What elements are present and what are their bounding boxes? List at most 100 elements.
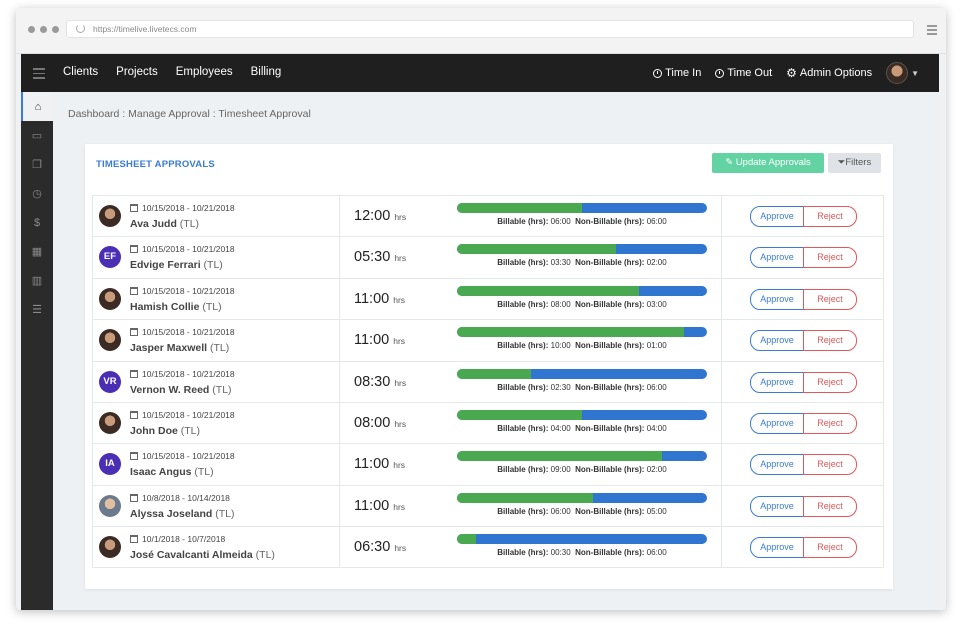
billable-value: 06:00	[550, 506, 571, 516]
employee-name: Isaac Angus (TL)	[130, 466, 214, 478]
team-lead-tag: (TL)	[194, 466, 214, 479]
time-in-button[interactable]: Time In	[653, 67, 701, 79]
team-lead-tag: (TL)	[180, 424, 201, 437]
billable-fill	[457, 451, 662, 462]
time-out-label: Time Out	[727, 67, 773, 79]
billable-label: Billable (hrs):	[497, 341, 549, 351]
team-lead-tag: (TL)	[203, 259, 223, 272]
reject-button[interactable]: Reject	[803, 454, 857, 476]
approve-button[interactable]: Approve	[750, 247, 804, 269]
reject-button[interactable]: Reject	[803, 288, 857, 310]
nav-link-projects[interactable]: Projects	[116, 66, 158, 78]
filters-button[interactable]: ⏷Filters	[828, 153, 881, 173]
total-hours: 08:00 hrs	[354, 415, 406, 431]
bar-chart-icon[interactable]: ▥	[31, 275, 43, 287]
home-icon[interactable]: ⌂	[21, 92, 53, 121]
avatar: EF	[99, 246, 121, 269]
address-bar[interactable]: https://timelive.livetecs.com	[66, 20, 914, 38]
avatar	[99, 494, 121, 517]
hours-breakdown: Billable (hrs): 04:00 Non-Billable (hrs)…	[457, 424, 707, 433]
window-controls[interactable]	[28, 26, 59, 33]
reload-icon[interactable]	[76, 24, 85, 33]
date-range-text: 10/15/2018 - 10/21/2018	[142, 368, 235, 379]
divider	[721, 361, 722, 402]
total-hours-value: 11:00	[354, 290, 390, 307]
clock-icon	[715, 68, 725, 78]
hours-unit: hrs	[393, 336, 406, 347]
billable-fill	[457, 244, 616, 255]
user-menu[interactable]: ▼	[886, 62, 919, 84]
approve-button[interactable]: Approve	[750, 412, 804, 434]
avatar	[886, 62, 909, 84]
approve-button[interactable]: Approve	[750, 371, 804, 393]
browser-menu-icon[interactable]	[927, 25, 937, 37]
billable-fill	[457, 534, 477, 545]
billable-label: Billable (hrs):	[497, 465, 549, 475]
reject-button[interactable]: Reject	[803, 371, 857, 393]
clock-icon[interactable]: ◷	[32, 188, 42, 200]
non-billable-value: 02:00	[646, 258, 667, 268]
calendar-icon	[130, 245, 138, 254]
calendar-icon	[130, 369, 138, 378]
team-lead-tag: (TL)	[215, 507, 235, 520]
divider	[721, 320, 722, 361]
reject-button[interactable]: Reject	[803, 537, 857, 559]
billable-fill	[457, 409, 582, 420]
time-out-button[interactable]: Time Out	[715, 67, 772, 79]
date-range-text: 10/8/2018 - 10/14/2018	[142, 492, 230, 503]
approve-button[interactable]: Approve	[750, 330, 804, 352]
approve-button[interactable]: Approve	[750, 206, 804, 227]
browser-chrome: https://timelive.livetecs.com	[16, 8, 946, 54]
employee-name: Vernon W. Reed (TL)	[130, 384, 232, 396]
date-range: 10/15/2018 - 10/21/2018	[130, 451, 235, 461]
top-navigation: Clients Projects Employees Billing Time …	[21, 54, 939, 92]
date-range: 10/8/2018 - 10/14/2018	[130, 493, 230, 503]
non-billable-value: 01:00	[646, 341, 667, 351]
approve-button[interactable]: Approve	[750, 454, 804, 476]
hamburger-icon[interactable]	[33, 68, 45, 82]
filters-label: Filters	[845, 157, 872, 168]
folder-icon[interactable]: ▭	[31, 130, 43, 142]
nav-links: Clients Projects Employees Billing	[63, 66, 281, 78]
date-range-text: 10/15/2018 - 10/21/2018	[142, 409, 235, 420]
nav-link-clients[interactable]: Clients	[63, 66, 99, 78]
approve-button[interactable]: Approve	[750, 495, 804, 517]
employee-name-text: Vernon W. Reed	[130, 383, 210, 396]
admin-options-button[interactable]: ⚙ Admin Options	[786, 67, 872, 79]
reject-button[interactable]: Reject	[803, 330, 857, 352]
nav-link-employees[interactable]: Employees	[175, 66, 233, 78]
date-range: 10/15/2018 - 10/21/2018	[130, 244, 235, 254]
billable-value: 04:00	[550, 423, 571, 433]
reject-button[interactable]: Reject	[803, 206, 857, 227]
billable-fill	[457, 492, 594, 503]
total-hours-value: 05:30	[354, 249, 391, 266]
total-hours-value: 08:00	[354, 414, 391, 431]
nav-link-billing[interactable]: Billing	[250, 66, 282, 78]
reject-button[interactable]: Reject	[803, 412, 857, 434]
copy-icon[interactable]: ❐	[32, 159, 42, 171]
dollar-icon[interactable]: $	[33, 216, 41, 229]
total-hours: 12:00 hrs	[354, 208, 406, 224]
calendar-icon	[130, 410, 138, 419]
reject-button[interactable]: Reject	[803, 495, 857, 517]
billable-progress-bar	[457, 451, 707, 462]
avatar	[99, 329, 121, 352]
hours-unit: hrs	[393, 294, 406, 305]
calendar-icon[interactable]: ▦	[31, 246, 43, 258]
billable-value: 08:00	[550, 299, 571, 309]
approve-button[interactable]: Approve	[750, 288, 804, 310]
divider	[339, 485, 340, 527]
employee-name-text: Jasper Maxwell	[130, 342, 208, 355]
divider	[721, 485, 722, 527]
list-icon[interactable]: ☰	[32, 304, 42, 316]
total-hours: 06:30 hrs	[354, 539, 406, 555]
billable-value: 10:00	[550, 341, 571, 351]
non-billable-label: Non-Billable (hrs):	[575, 423, 645, 433]
billable-progress-bar	[457, 244, 707, 255]
team-lead-tag: (TL)	[212, 383, 232, 396]
employee-name: Edvige Ferrari (TL)	[130, 259, 223, 271]
chevron-down-icon: ▼	[911, 68, 919, 78]
reject-button[interactable]: Reject	[803, 247, 857, 269]
update-approvals-button[interactable]: ✎ Update Approvals	[712, 153, 824, 173]
approve-button[interactable]: Approve	[750, 537, 804, 559]
